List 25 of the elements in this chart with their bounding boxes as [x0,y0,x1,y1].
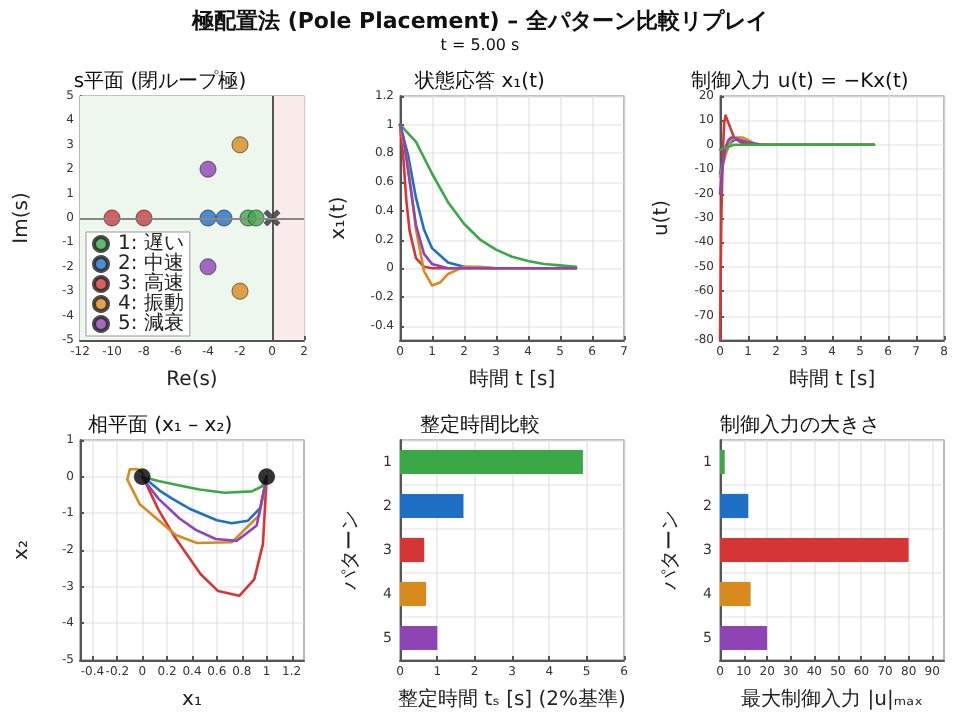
text: 極配置法 (Pole Placement) – 全パターン比較リプレイ [189,6,770,36]
y-axis-title: パターン [660,510,683,592]
legend-label: 4: 振動 [118,291,184,315]
x-axis-title: 時間 t [s] [788,367,876,391]
legend-label: 2: 中速 [118,251,184,275]
x-axis-title: Re(s) [166,369,218,391]
legend-label: 5: 減衰 [118,311,184,335]
text: t = 5.00 s [438,36,522,54]
chart-title: 制御入力 u(t) = −Kx(t) [691,69,909,93]
legend-label: 3: 高速 [118,271,184,295]
y-axis-title: u(t) [651,199,673,237]
chart-title: 状態応答 x₁(t) [413,69,546,93]
chart-title: 制御入力の大きさ [720,413,880,437]
chart-title: s平面 (閉ループ極) [73,69,247,93]
legend-label: 1: 遅い [118,231,184,255]
y-axis-title: x₂ [11,540,33,560]
x-axis-title: 最大制御入力 |u|ₘₐₓ [741,687,923,711]
y-axis-title: パターン [340,510,363,592]
x-axis-title: 整定時間 tₛ [s] (2%基準) [398,687,627,711]
y-axis-title: x₁(t) [327,196,350,240]
y-axis-title: Im(s) [11,192,33,244]
chart-title: 相平面 (x₁ – x₂) [87,413,233,437]
chart-title: 整定時間比較 [420,413,540,437]
x-axis-title: 時間 t [s] [468,367,556,391]
x-axis-title: x₁ [182,689,202,711]
